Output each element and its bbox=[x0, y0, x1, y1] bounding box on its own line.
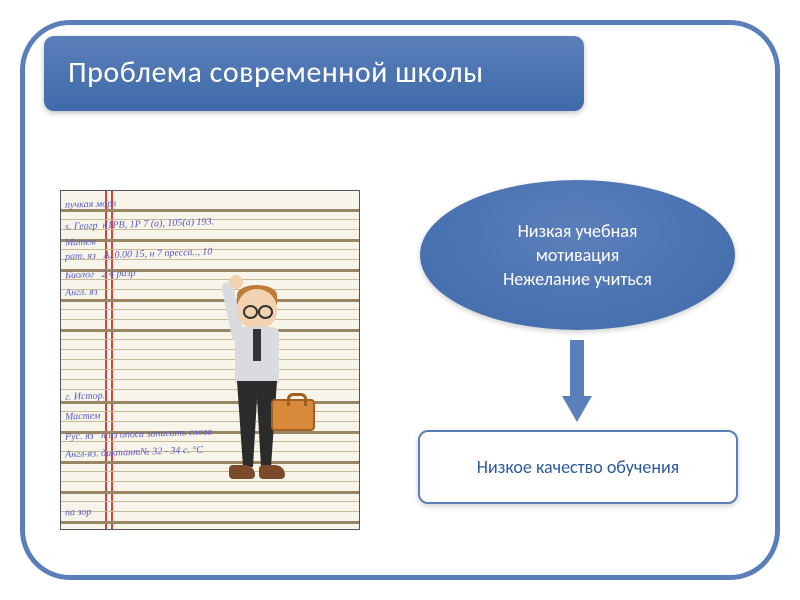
handwriting: Англ. яз bbox=[65, 286, 98, 298]
problem-ellipse: Низкая учебная мотивация Нежелание учить… bbox=[420, 180, 735, 330]
slide-title: Проблема современной школы bbox=[68, 54, 560, 91]
handwriting: Матем bbox=[65, 236, 96, 248]
handwriting: па зор bbox=[65, 507, 92, 519]
handwriting: г. Истор. bbox=[65, 390, 106, 402]
handwriting: пучкая морл bbox=[65, 198, 117, 211]
cartoon-boy bbox=[211, 281, 311, 511]
handwriting: Англ-яз. диктант№ 32 - 34 с. °С bbox=[65, 445, 203, 461]
diary-illustration: пучкая морлs. Геогр н1РВ, 1Р 7 (а), 105(… bbox=[60, 190, 360, 530]
down-arrow-icon bbox=[562, 340, 592, 422]
title-banner: Проблема современной школы bbox=[44, 36, 584, 111]
handwriting: Мастем bbox=[65, 410, 101, 422]
result-text: Низкое качество обучения bbox=[477, 456, 679, 478]
problem-text: Низкая учебная мотивация Нежелание учить… bbox=[475, 219, 680, 292]
result-box: Низкое качество обучения bbox=[418, 430, 738, 504]
